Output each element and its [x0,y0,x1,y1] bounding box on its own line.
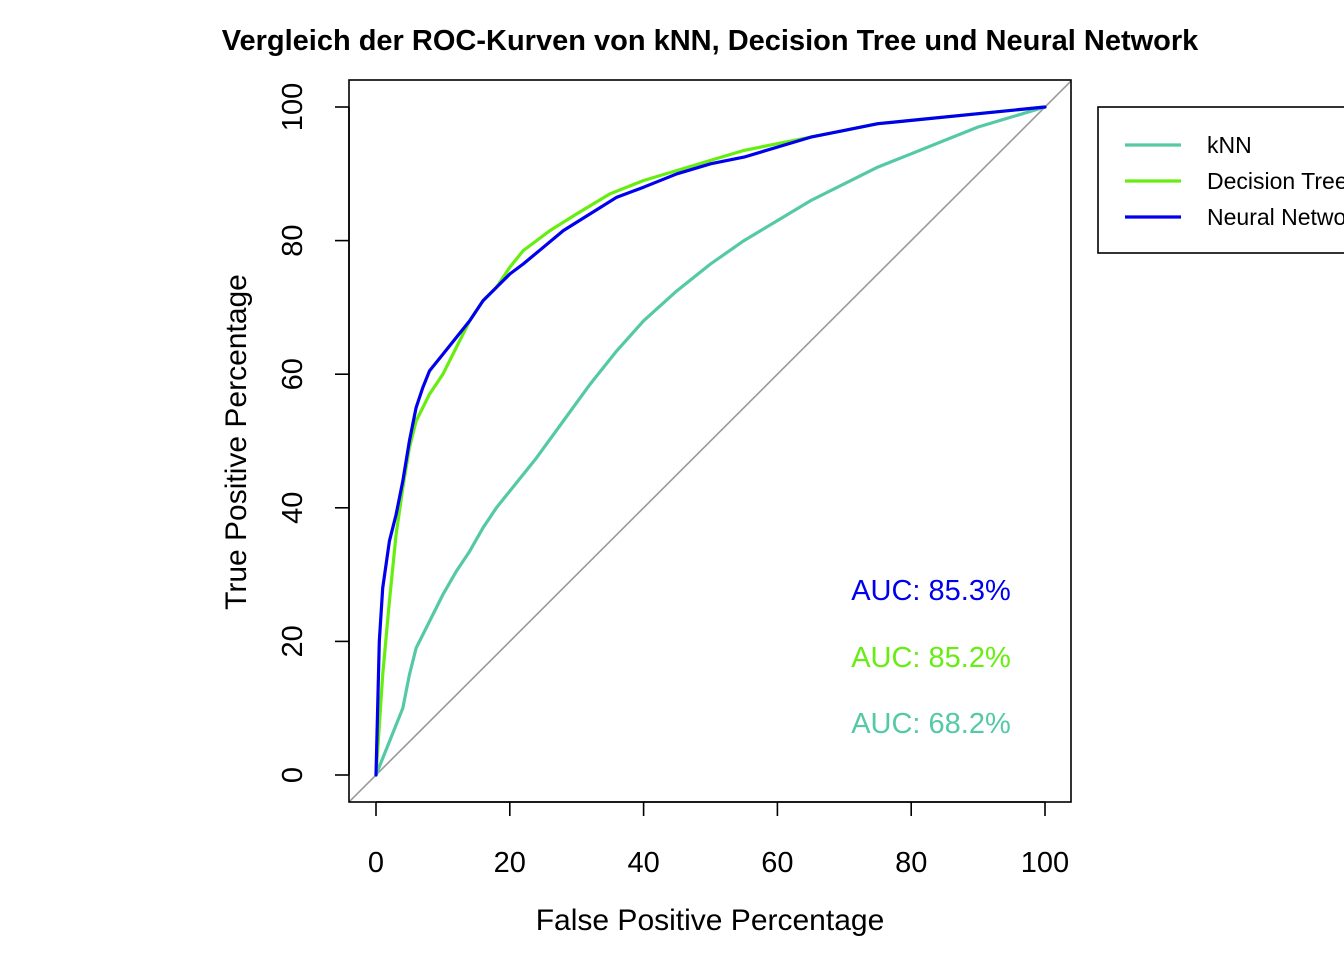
legend: kNN Decision Tree Neural Network [1097,106,1344,254]
y-axis: 0 20 40 60 80 100 [277,83,350,783]
y-tick-label: 0 [277,767,309,783]
legend-entry-label: Neural Network [1207,204,1344,230]
auc-labels: AUC: 68.2% AUC: 85.2% AUC: 85.3% [851,575,1011,740]
x-tick-label: 40 [627,847,659,879]
x-tick-label: 20 [494,847,526,879]
x-axis-label: False Positive Percentage [536,904,885,937]
auc-label-neural-network: AUC: 85.3% [851,575,1011,607]
y-tick-label: 80 [277,224,309,256]
y-tick-label: 40 [277,492,309,524]
y-tick-label: 60 [277,358,309,390]
x-tick-label: 60 [761,847,793,879]
legend-entry-label: Decision Tree [1207,168,1344,194]
x-tick-label: 0 [368,847,384,879]
auc-label-knn: AUC: 68.2% [851,708,1011,740]
reference-diagonal [349,80,1071,802]
y-tick-label: 100 [277,83,309,131]
x-tick-label: 80 [895,847,927,879]
roc-curve-neural-network [374,105,1047,777]
x-axis: 0 20 40 60 80 100 [368,801,1069,879]
legend-entry-label: kNN [1207,132,1252,158]
x-tick-label: 100 [1021,847,1069,879]
y-tick-label: 20 [277,625,309,657]
chart-title: Vergleich der ROC-Kurven von kNN, Decisi… [222,25,1199,57]
y-axis-label: True Positive Percentage [220,274,253,610]
plot-area [348,79,1072,803]
auc-label-decision-tree: AUC: 85.2% [851,642,1011,674]
roc-curve-knn [374,105,1047,777]
